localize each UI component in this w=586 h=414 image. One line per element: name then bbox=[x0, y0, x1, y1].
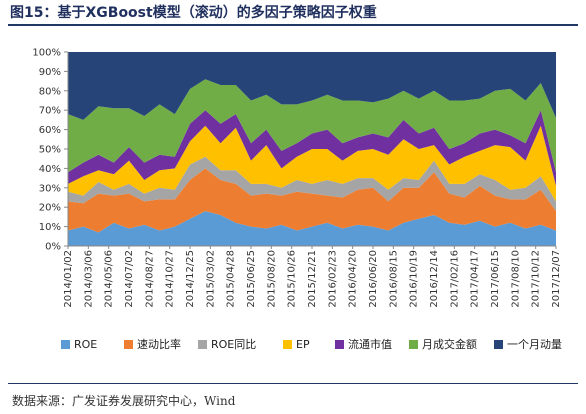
x-tick-label: 2015/03/02 bbox=[205, 250, 216, 308]
x-tick-label: 2015/08/20 bbox=[266, 250, 277, 308]
area-series-3 bbox=[68, 125, 556, 202]
y-tick-label: 40% bbox=[39, 164, 61, 175]
x-tick-label: 2014/10/27 bbox=[165, 250, 176, 308]
y-tick-label: 60% bbox=[39, 125, 61, 136]
legend-label-4: 流通市值 bbox=[348, 337, 392, 351]
x-tick-label: 2015/06/25 bbox=[246, 250, 257, 308]
legend-swatch-6 bbox=[494, 340, 503, 349]
x-tick-label: 2016/02/23 bbox=[327, 250, 338, 308]
legend-swatch-3 bbox=[283, 340, 292, 349]
title-divider bbox=[8, 24, 578, 26]
source-divider bbox=[8, 383, 578, 384]
legend-label-2: ROE同比 bbox=[211, 338, 256, 351]
figure-title: 图15：基于XGBoost模型（滚动）的多因子策略因子权重 bbox=[10, 5, 377, 21]
x-tick-label: 2014/08/27 bbox=[144, 250, 155, 308]
x-tick-label: 2017/04/17 bbox=[470, 250, 481, 308]
y-tick-label: 0% bbox=[45, 242, 61, 253]
y-tick-label: 30% bbox=[39, 183, 61, 194]
legend-swatch-0 bbox=[61, 340, 70, 349]
y-tick-label: 70% bbox=[39, 106, 61, 117]
legend-swatch-4 bbox=[335, 340, 344, 349]
legend-label-1: 速动比率 bbox=[137, 337, 181, 351]
x-tick-label: 2015/12/21 bbox=[307, 250, 318, 308]
legend-swatch-5 bbox=[409, 340, 418, 349]
legend-label-3: EP bbox=[296, 338, 310, 351]
legend-label-6: 一个月动量 bbox=[507, 338, 562, 351]
x-tick-label: 2014/03/06 bbox=[83, 250, 94, 308]
x-tick-label: 2017/08/10 bbox=[510, 250, 521, 308]
y-tick-label: 20% bbox=[39, 203, 61, 214]
legend-swatch-1 bbox=[124, 340, 133, 349]
x-tick-label: 2016/12/14 bbox=[429, 250, 440, 308]
x-tick-label: 2014/07/02 bbox=[124, 250, 135, 308]
y-tick-label: 90% bbox=[39, 67, 61, 78]
x-tick-label: 2017/02/16 bbox=[449, 250, 460, 308]
x-tick-label: 2017/10/12 bbox=[531, 250, 542, 308]
x-tick-label: 2014/01/02 bbox=[63, 250, 74, 308]
area-series-4 bbox=[68, 110, 556, 186]
x-tick-label: 2015/10/26 bbox=[287, 250, 298, 308]
x-tick-label: 2016/08/15 bbox=[388, 250, 399, 308]
x-tick-label: 2017/06/15 bbox=[490, 250, 501, 308]
y-tick-label: 80% bbox=[39, 86, 61, 97]
x-tick-label: 2014/12/25 bbox=[185, 250, 196, 308]
factor-weight-chart: 0% 10% 20% 30% 40% 50% 60% 70% 80% 90% 100% 2014/0… bbox=[32, 48, 562, 352]
area-series-5 bbox=[68, 79, 556, 173]
y-tick-label: 10% bbox=[39, 222, 61, 233]
x-tick-label: 2016/10/19 bbox=[409, 250, 420, 308]
y-tick-label: 50% bbox=[39, 145, 61, 156]
x-tick-label: 2016/06/20 bbox=[368, 250, 379, 308]
x-tick-label: 2017/12/07 bbox=[551, 250, 562, 308]
x-tick-label: 2015/04/28 bbox=[226, 250, 237, 308]
area-series-2 bbox=[68, 156, 556, 212]
data-source-note: 数据来源：广发证券发展研究中心，Wind bbox=[12, 394, 236, 408]
legend-swatch-2 bbox=[198, 340, 207, 349]
legend-label-0: ROE bbox=[74, 338, 97, 351]
x-tick-label: 2016/04/20 bbox=[348, 250, 359, 308]
y-tick-label: 100% bbox=[32, 48, 61, 59]
area-series-6 bbox=[68, 52, 556, 120]
area-series-0 bbox=[68, 211, 556, 246]
x-tick-label: 2014/05/06 bbox=[104, 250, 115, 308]
area-series-1 bbox=[68, 168, 556, 233]
legend-label-5: 月成交金额 bbox=[422, 337, 477, 351]
